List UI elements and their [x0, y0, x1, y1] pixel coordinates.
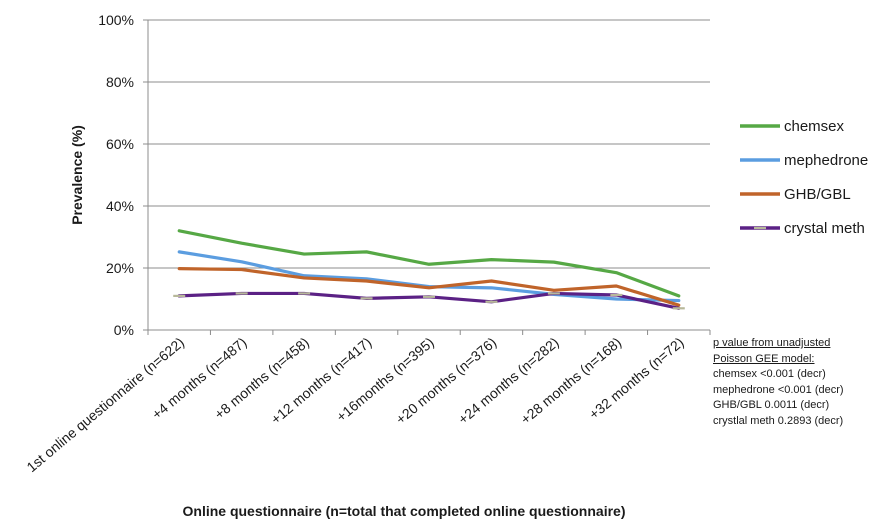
axes: [147, 20, 711, 335]
note-line-crystal-meth: crystlal meth 0.2893 (decr): [713, 414, 844, 427]
series-line-crystal-meth: [177, 291, 681, 310]
legend-label: GHB/GBL: [784, 186, 851, 203]
y-tick-label: 20%: [106, 260, 134, 276]
y-axis-label: Prevalence (%): [69, 125, 85, 225]
y-tick-label: 80%: [106, 74, 134, 90]
series-line-ghb-gbl: [177, 267, 681, 307]
legend-label: mephedrone: [784, 152, 868, 169]
legend-label: chemsex: [784, 118, 845, 135]
note-title-line-2: Poisson GEE model:: [713, 352, 815, 365]
gridlines: [143, 19, 710, 331]
note-line-ghb-gbl: GHB/GBL 0.0011 (decr): [713, 399, 830, 411]
y-tick-label: 40%: [106, 198, 134, 214]
legend: chemsex mephedrone GHB/GBL crystal meth: [740, 118, 868, 237]
y-tick-label: 60%: [106, 136, 134, 152]
y-tick-label: 0%: [114, 322, 134, 338]
x-axis-label: Online questionnaire (n=total that compl…: [183, 503, 626, 519]
y-tick-label: 100%: [98, 12, 134, 28]
series-line-chemsex: [177, 229, 681, 298]
note-title-line-1: p value from unadjusted: [713, 337, 831, 349]
x-tick-labels: 1st online questionnaire (n=622)+4 month…: [23, 334, 686, 475]
legend-label: crystal meth: [784, 220, 865, 237]
p-value-note: p value from unadjusted Poisson GEE mode…: [713, 336, 844, 429]
note-line-mephedrone: mephedrone <0.001 (decr): [713, 383, 844, 396]
note-line-chemsex: chemsex <0.001 (decr): [713, 368, 826, 380]
y-tick-labels: 0% 20% 40% 60% 80% 100%: [98, 12, 134, 338]
series-lines: [173, 229, 685, 310]
